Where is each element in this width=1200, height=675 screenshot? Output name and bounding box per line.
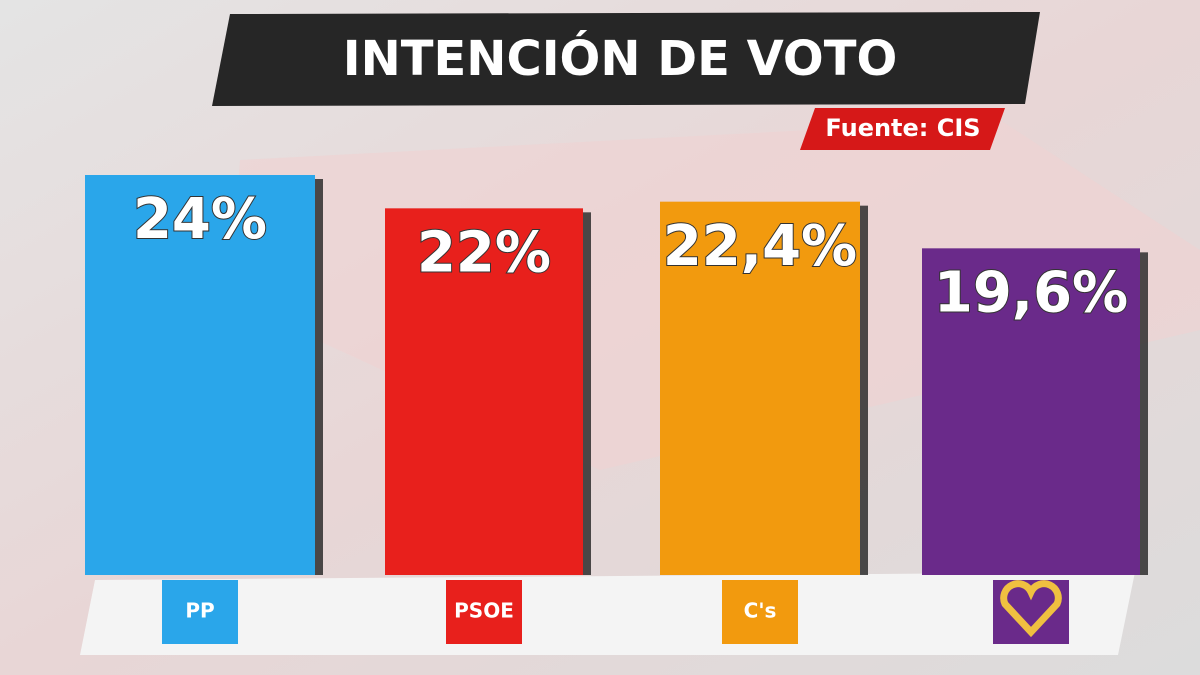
source-tag xyxy=(800,108,1005,150)
bar xyxy=(385,208,583,576)
bar-shadow xyxy=(1140,252,1148,576)
chart-title: INTENCIÓN DE VOTO xyxy=(343,30,898,87)
party-logo xyxy=(722,580,798,644)
party-logo xyxy=(446,580,522,644)
party-logo xyxy=(162,580,238,644)
category-label: C's xyxy=(744,599,777,623)
value-label: 24% xyxy=(133,187,267,252)
value-label: 22% xyxy=(417,220,551,285)
bar-shadow xyxy=(860,205,868,575)
source: Fuente: CIS xyxy=(825,114,980,142)
logo-strip xyxy=(80,572,1135,655)
bar xyxy=(85,175,315,575)
bar-shadow xyxy=(583,212,591,576)
bar xyxy=(922,248,1140,576)
category-label: PSOE xyxy=(454,599,514,623)
bar-shadow xyxy=(315,179,323,575)
bar xyxy=(660,201,860,575)
heart-icon xyxy=(1000,580,1062,638)
value-label: 19,6% xyxy=(934,260,1128,325)
value-label: 22,4% xyxy=(663,214,857,279)
title-banner xyxy=(212,12,1040,106)
category-label: PP xyxy=(185,599,214,623)
